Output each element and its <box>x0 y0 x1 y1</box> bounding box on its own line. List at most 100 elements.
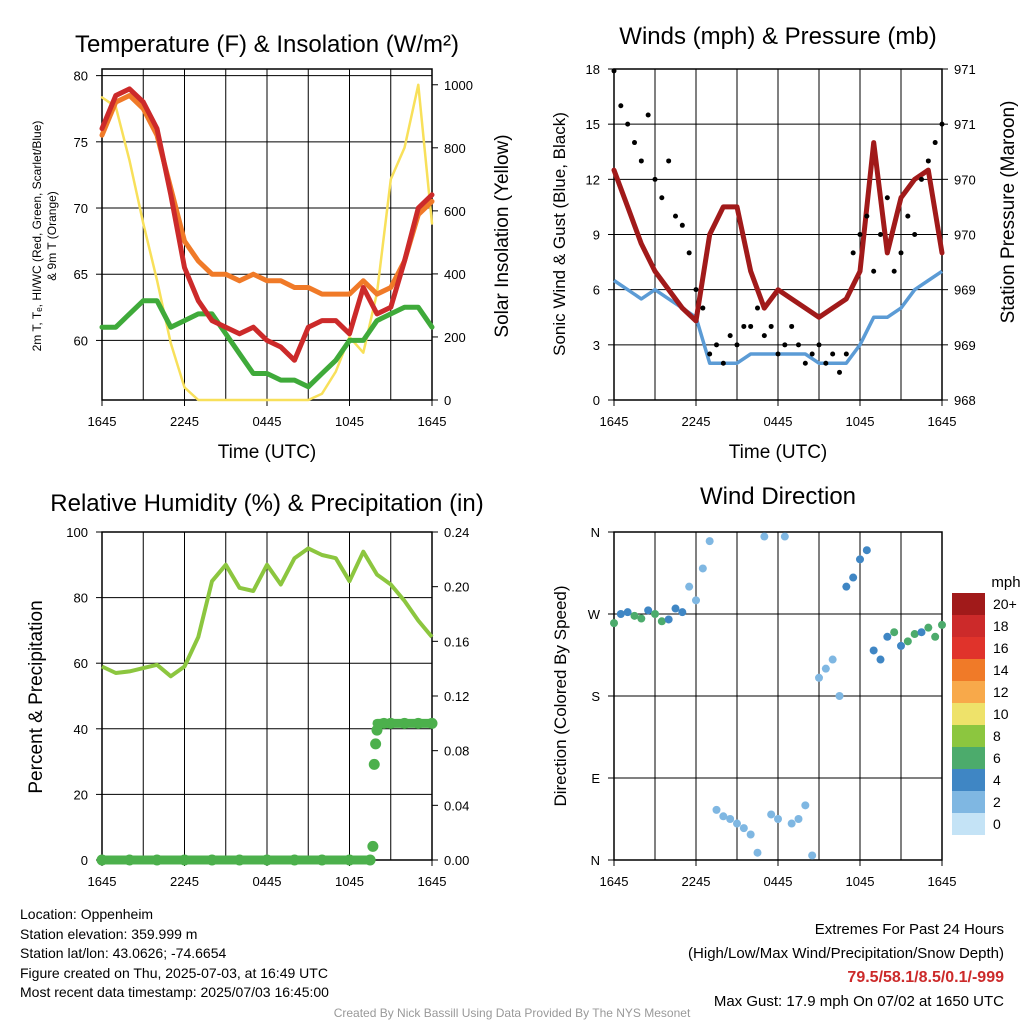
y-tick-label-left: 20 <box>74 787 88 802</box>
legend-label: 16 <box>993 640 1009 656</box>
direction-point <box>931 632 940 641</box>
gust-point <box>939 121 945 127</box>
direction-point <box>678 608 687 617</box>
temperature-ylabel-left-1: 2m T, Tₑ, HI/WC (Red, Green, Scarlet/Blu… <box>30 121 44 352</box>
humidity-title: Relative Humidity (%) & Precipitation (i… <box>50 490 483 517</box>
extremes-subtitle: (High/Low/Max Wind/Precipitation/Snow De… <box>688 945 1004 962</box>
x-tick-label: 1645 <box>928 414 957 429</box>
gust-point <box>755 305 760 311</box>
gust-point <box>686 250 692 256</box>
y-tick-label-left: N <box>591 853 600 868</box>
gust-point <box>679 222 685 228</box>
direction-point <box>623 608 632 617</box>
gust-point <box>932 140 938 146</box>
x-tick-label: 2245 <box>682 874 711 889</box>
extremes-values: 79.5/58.1/8.5/0.1/-999 <box>847 969 1004 986</box>
gust-point <box>782 342 788 348</box>
legend-swatch <box>952 681 985 703</box>
gust-point <box>659 195 665 201</box>
gust-point <box>768 323 774 329</box>
direction-point <box>671 604 680 613</box>
legend-label: 0 <box>993 816 1001 832</box>
direction-point <box>760 532 769 541</box>
direction-point <box>739 824 748 833</box>
precip-point <box>370 738 382 750</box>
y-tick-label-right: 0.12 <box>444 689 469 704</box>
legend-label: 18 <box>993 618 1009 634</box>
x-tick-label: 1045 <box>846 414 875 429</box>
y-tick-label-left: 12 <box>586 172 600 187</box>
temperature-xlabel: Time (UTC) <box>218 442 317 463</box>
y-tick-label-right: 969 <box>954 338 976 353</box>
legend-label: 2 <box>993 794 1001 810</box>
y-tick-label-right: 200 <box>444 330 466 345</box>
direction-point <box>883 632 892 641</box>
winds-title: Winds (mph) & Pressure (mb) <box>619 23 936 50</box>
temperature-marks: 1645 2245 0445 1045 164560657075800200400600… <box>74 69 473 429</box>
direction-point <box>903 637 912 646</box>
gust-point <box>789 323 795 329</box>
legend-label: 14 <box>993 662 1009 678</box>
x-tick-label: 1645 <box>418 414 447 429</box>
direction-point <box>705 537 714 546</box>
gust-point <box>850 250 856 256</box>
direction-point <box>719 812 728 821</box>
gust-point <box>693 287 699 293</box>
gust-point <box>707 351 713 357</box>
series-line-t-2m <box>99 86 435 363</box>
direction-ylabel-left: Direction (Colored By Speed) <box>551 585 570 806</box>
gust-point <box>625 121 631 127</box>
direction-point <box>842 582 851 591</box>
extremes-title: Extremes For Past 24 Hours <box>814 921 1004 938</box>
direction-point <box>610 619 618 628</box>
gust-point <box>830 351 836 357</box>
max-gust-text: Max Gust: 17.9 mph On 07/02 at 1650 UTC <box>713 993 1004 1010</box>
winds-ylabel-right: Station Pressure (Maroon) <box>998 101 1019 324</box>
legend-title: mph <box>991 574 1020 591</box>
legend-label: 4 <box>993 772 1001 788</box>
gust-point <box>912 232 918 237</box>
y-tick-label-left: 80 <box>74 591 88 606</box>
direction-point <box>712 805 721 814</box>
gust-point <box>843 351 849 357</box>
y-tick-label-left: 60 <box>74 333 88 348</box>
direction-point <box>767 810 776 819</box>
direction-title: Wind Direction <box>700 483 856 510</box>
x-tick-label: 1045 <box>335 874 364 889</box>
direction-point <box>876 655 885 664</box>
x-tick-label: 0445 <box>764 414 793 429</box>
gust-point <box>823 360 829 366</box>
created-text: Figure created on Thu, 2025-07-03, at 16… <box>20 964 328 981</box>
direction-point <box>637 614 646 623</box>
direction-point <box>828 655 837 664</box>
y-tick-label-right: 971 <box>954 117 976 132</box>
direction-point <box>849 573 858 582</box>
legend-swatch <box>952 615 985 637</box>
y-tick-label-left: S <box>591 689 600 704</box>
y-tick-label-right: 0.20 <box>444 580 469 595</box>
gust-point <box>802 360 808 366</box>
temperature-ylabel-left-2: & 9m T (Orange) <box>45 191 59 281</box>
y-tick-label-right: 0 <box>444 393 451 408</box>
y-tick-label-right: 0.16 <box>444 634 469 649</box>
direction-point <box>856 555 864 564</box>
x-tick-label: 1645 <box>600 414 629 429</box>
x-tick-label: 1045 <box>335 414 364 429</box>
direction-point <box>657 617 666 626</box>
winds-panel: Winds (mph) & Pressure (mb) Time (UTC) S… <box>550 23 1019 463</box>
y-tick-label-left: 9 <box>593 228 600 243</box>
y-tick-label-left: 75 <box>74 135 88 150</box>
direction-point <box>794 815 803 823</box>
direction-point <box>938 620 946 629</box>
y-tick-label-right: 971 <box>954 62 976 77</box>
speed-legend: 20+ 18 16 14 12 10 8 6 4 2 0 <box>952 593 1017 835</box>
winds-marks: 1645 2245 0445 1045 164503691215189689699699… <box>586 62 976 429</box>
y-tick-label-right: 970 <box>954 172 976 187</box>
y-tick-label-left: 70 <box>74 201 88 216</box>
direction-point <box>774 815 782 823</box>
direction-point <box>616 610 625 618</box>
y-tick-label-right: 969 <box>954 283 976 298</box>
y-tick-label-left: N <box>591 525 600 540</box>
gust-point <box>700 305 706 311</box>
x-tick-label: 0445 <box>253 414 282 429</box>
